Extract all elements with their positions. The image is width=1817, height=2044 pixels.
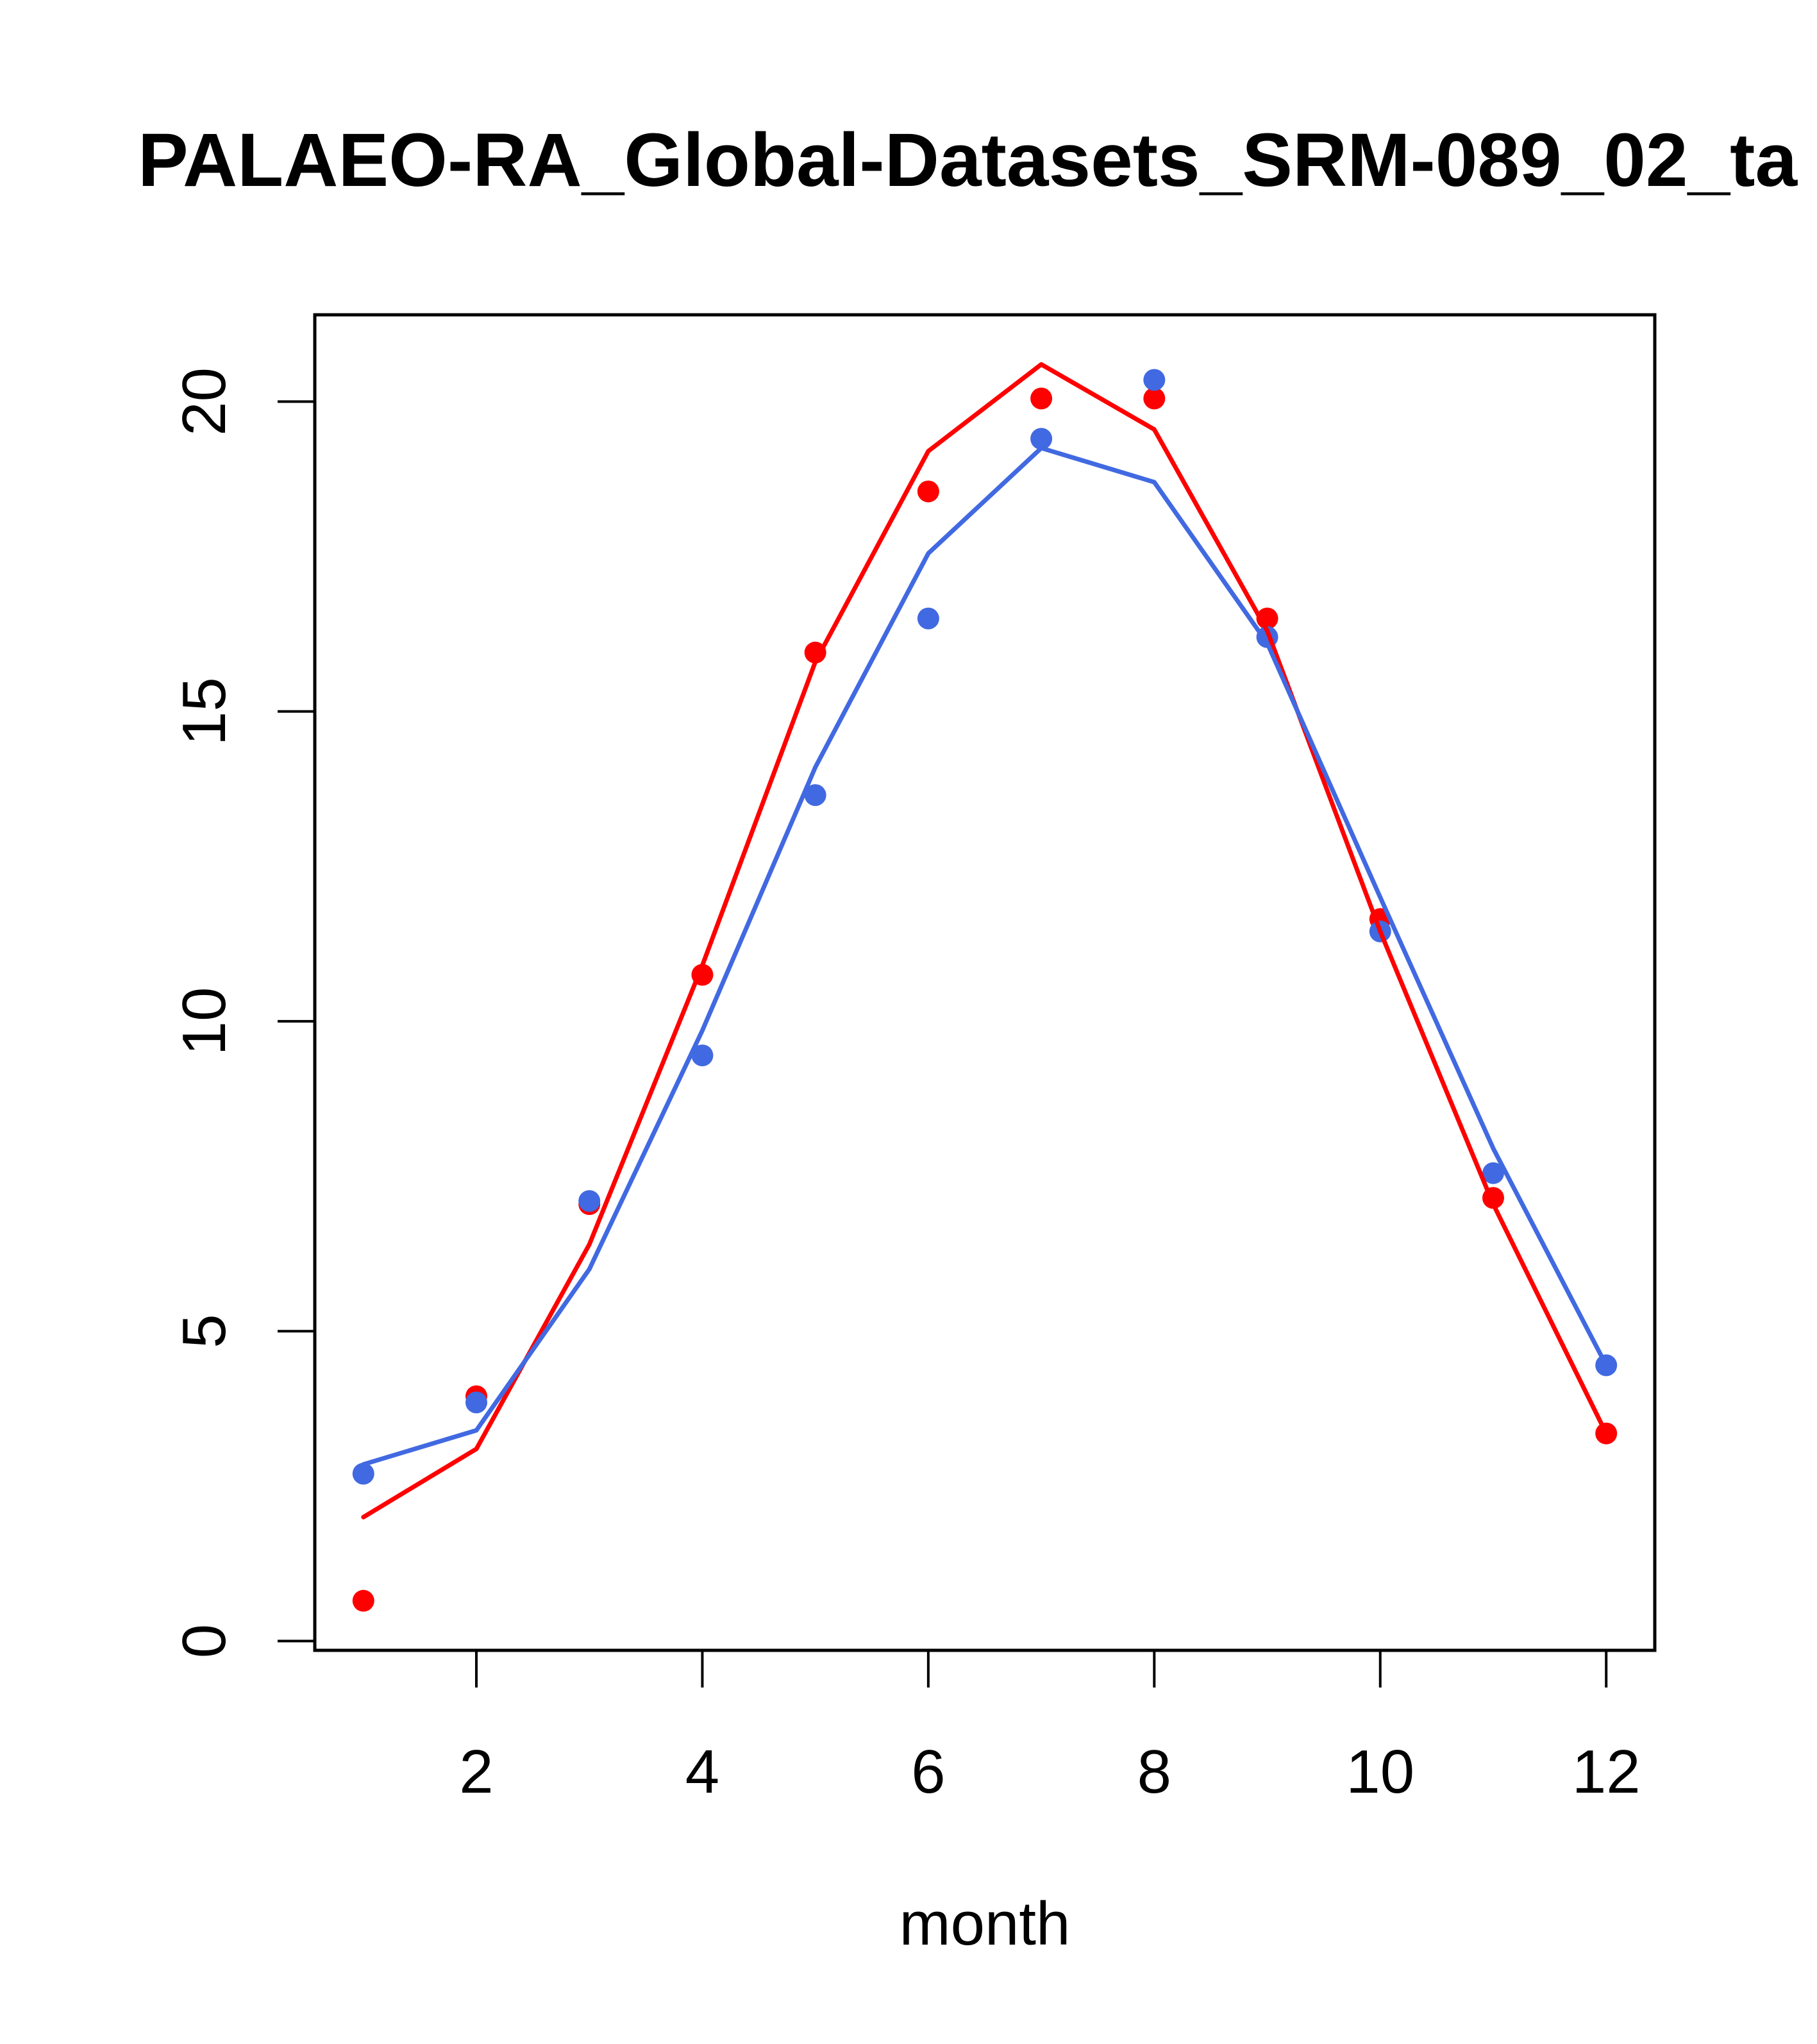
x-tick-label: 12 [1572, 1738, 1641, 1806]
data-point [691, 1044, 714, 1067]
data-point [1143, 369, 1166, 391]
data-point [917, 607, 939, 630]
y-tick-label: 0 [170, 1624, 239, 1658]
x-axis-label: month [900, 1889, 1071, 1958]
y-tick-label: 15 [170, 677, 239, 746]
y-axis: 0 5 10 15 20 [170, 367, 316, 1658]
data-point [578, 1190, 601, 1212]
x-tick-label: 6 [911, 1738, 945, 1806]
plot-frame [313, 313, 1657, 1652]
series-line [361, 446, 1609, 1467]
y-tick-label: 5 [170, 1314, 239, 1348]
y-tick-label: 10 [170, 987, 239, 1056]
data-point [917, 480, 939, 503]
series-2 [352, 369, 1618, 1485]
data-point [1030, 428, 1053, 450]
x-tick-label: 8 [1137, 1738, 1171, 1806]
data-point [352, 1462, 374, 1485]
series-line [361, 362, 1609, 1520]
data-point [1030, 387, 1053, 410]
x-tick-label: 4 [685, 1738, 719, 1806]
data-point [1143, 387, 1166, 410]
data-point [352, 1589, 374, 1612]
x-tick-label: 2 [459, 1738, 493, 1806]
x-axis: 2 4 6 8 10 12 [459, 1649, 1641, 1806]
x-tick-label: 10 [1346, 1738, 1414, 1806]
data-point [465, 1391, 487, 1414]
y-tick-label: 20 [170, 367, 239, 436]
data-point [1482, 1162, 1505, 1184]
series-layer [352, 362, 1618, 1612]
data-point [804, 784, 826, 807]
chart-title: PALAEO-RA_Global-Datasets_SRM-089_02_ta [138, 118, 1798, 203]
